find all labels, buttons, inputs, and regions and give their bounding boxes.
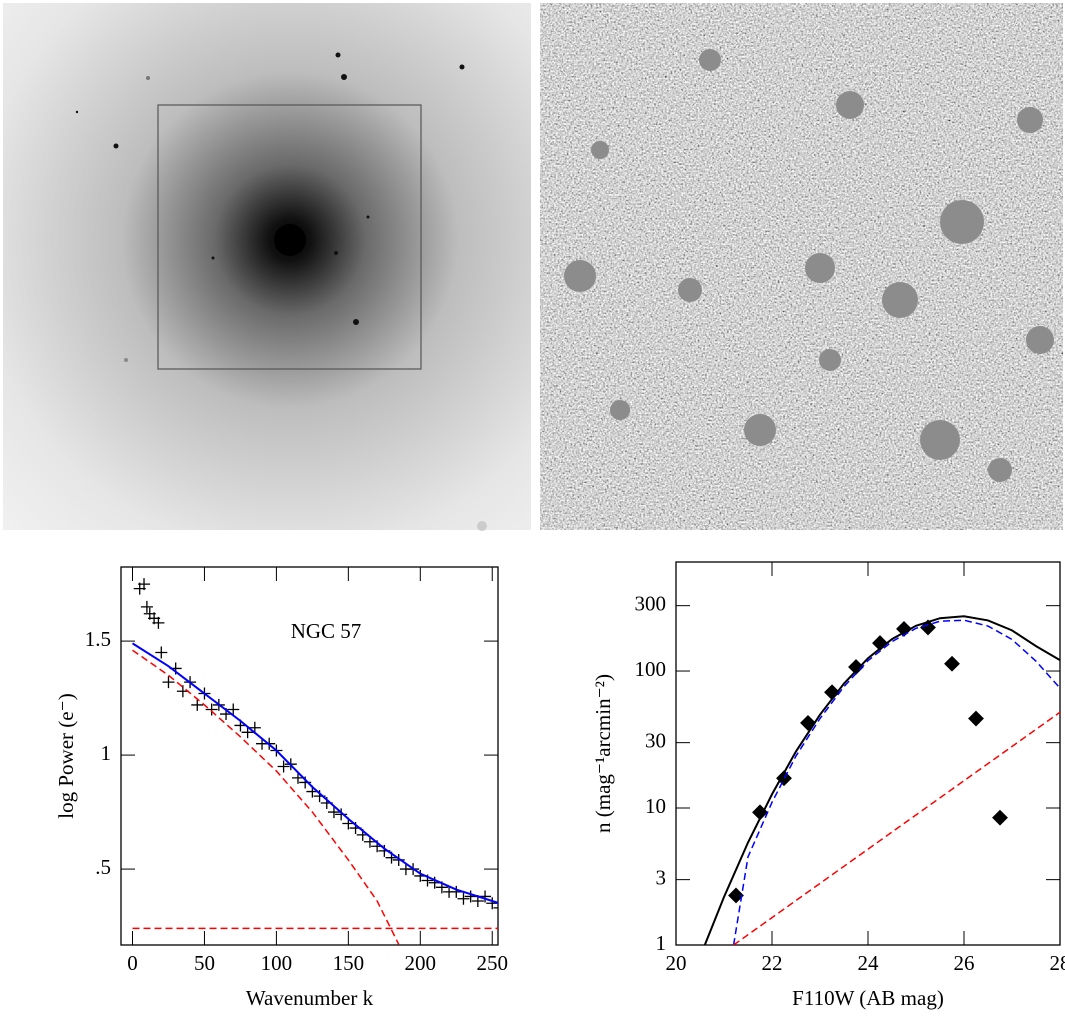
x-tick-label: 250 (476, 951, 508, 975)
cross-point (162, 676, 175, 689)
y-tick-label: 100 (635, 657, 667, 681)
diamond-point (800, 714, 816, 731)
cross-point (241, 726, 254, 739)
cross-point (457, 892, 470, 905)
x-tick-label: 24 (858, 951, 880, 975)
y-tick-label: 1.5 (85, 627, 111, 651)
diamond-point (944, 655, 960, 672)
cross-point (140, 600, 153, 613)
y-axis-label: log Power (e⁻) (54, 693, 78, 818)
cross-point (138, 578, 151, 591)
cross-point (227, 703, 240, 716)
dashed-curve (733, 711, 1060, 945)
y-tick-label: 1 (101, 741, 112, 765)
x-axis-label: Wavenumber k (246, 986, 374, 1010)
x-tick-label: 0 (127, 951, 138, 975)
plot-frame (120, 566, 499, 946)
y-tick-label: .5 (95, 855, 111, 879)
y-tick-label: 30 (645, 728, 666, 752)
y-tick-label: 300 (635, 591, 667, 615)
cross-point (155, 646, 168, 659)
y-tick-label: 3 (656, 865, 667, 889)
series-layer (131, 578, 498, 945)
cross-point (152, 616, 165, 629)
x-tick-label: 22 (762, 951, 783, 975)
y-tick-label: 10 (645, 794, 666, 818)
cross-point (205, 703, 218, 716)
x-tick-label: 200 (405, 951, 437, 975)
plot: 20 22 24 26 28 1 3 10 30 100 300 F110W (AB mag) n (m… (591, 561, 1065, 1010)
series-layer (703, 615, 1060, 945)
cross-point (392, 853, 405, 866)
dashed-curve (732, 619, 1060, 945)
residual-image (540, 3, 1063, 530)
x-tick-label: 28 (1050, 951, 1065, 975)
diamond-point (776, 770, 792, 787)
x-tick-label: 26 (954, 951, 975, 975)
diamond-point (728, 887, 744, 904)
cross-point (277, 760, 290, 773)
diamond-point (992, 809, 1008, 826)
diamond-point (872, 635, 888, 651)
diamond-point (968, 710, 984, 727)
cross-point (327, 806, 340, 819)
x-tick-label: 150 (333, 951, 365, 975)
dashed-curve (132, 649, 400, 945)
y-axis-label: n (mag⁻¹arcmin⁻²) (591, 674, 615, 833)
x-tick-label: 20 (666, 951, 687, 975)
x-tick-label: 100 (261, 951, 293, 975)
cross-point (191, 698, 204, 711)
cross-point (335, 808, 348, 821)
x-tick-label: 50 (194, 951, 215, 975)
cross-point (493, 907, 498, 909)
plot: 0 50 100 150 200 250 .5 1 1.5 Wavenumber k log Pow… (54, 566, 508, 1010)
annotation: NGC 57 (291, 619, 362, 643)
curve (703, 615, 1060, 945)
galaxy-image (3, 3, 531, 531)
x-axis-label: F110W (AB mag) (792, 986, 944, 1010)
y-tick-label: 1 (656, 931, 667, 955)
curve (131, 642, 498, 904)
